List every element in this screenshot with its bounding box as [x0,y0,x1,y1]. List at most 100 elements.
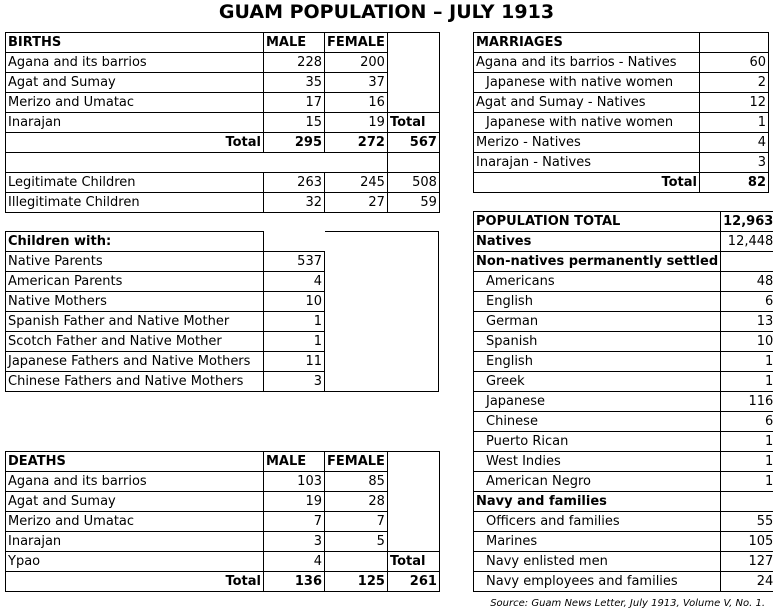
nonnatives-header: Non-natives permanently settled [472,251,722,272]
table-row: Inarajan - Natives 3 [473,152,769,173]
births-total-label: Total [5,132,264,153]
births-row-female: 200 [324,52,388,73]
births-total-male: 295 [263,132,325,153]
navy-header-row: Navy and families [472,491,773,512]
nonnatives-row-value: 48 [720,271,773,292]
children-row-value: 10 [263,291,325,312]
children-row-value: 11 [263,351,325,372]
table-row: Agat and Sumay 19 28 [5,491,440,512]
marriages-row-label: Merizo - Natives [473,132,700,153]
legit-row-male: 263 [263,172,325,193]
spacer-row [5,152,440,173]
births-total-row: Total 295 272 567 [5,132,440,153]
children-row-label: American Parents [5,271,264,292]
table-row: Inarajan 3 5 [5,531,440,552]
births-row-label: Merizo and Umatac [5,92,264,113]
births-row-female: 37 [324,72,388,93]
table-row: Officers and families 55 [472,511,773,532]
legit-row-male: 32 [263,192,325,213]
deaths-row-male: 19 [263,491,325,512]
legit-row-total: 508 [386,172,440,193]
deaths-row-male: 7 [263,511,325,532]
navy-row-value: 24 [720,571,773,592]
children-header: Children with: [5,231,264,252]
marriages-row-label: Japanese with native women [473,112,700,133]
table-row: Puerto Rican 1 [472,431,773,452]
table-row: English 1 [472,351,773,372]
table-row: Native Mothers 10 [5,291,439,312]
deaths-row-female: 28 [324,491,388,512]
marriages-row-label: Agana and its barrios - Natives [473,52,700,73]
births-total-all: 567 [386,132,440,153]
deaths-total-all: 261 [386,571,440,592]
table-row: Navy enlisted men 127 [472,551,773,572]
births-row-male: 228 [263,52,325,73]
deaths-total-male: 136 [263,571,325,592]
deaths-row-female: 85 [324,471,388,492]
table-row: Spanish 10 [472,331,773,352]
nonnatives-row-value: 1 [720,471,773,492]
navy-row-label: Navy employees and families [472,571,722,592]
marriages-row-label: Agat and Sumay - Natives [473,92,700,113]
table-row: Agana and its barrios - Natives 60 [473,52,769,73]
children-row-value: 4 [263,271,325,292]
table-row: American Parents 4 [5,271,439,292]
births-row-male: 35 [263,72,325,93]
navy-header: Navy and families [472,491,722,512]
table-row: American Negro 1 [472,471,773,492]
source-note: Source: Guam News Letter, July 1913, Vol… [490,598,765,609]
deaths-header: DEATHS [5,451,264,472]
table-row: Japanese 116 [472,391,773,412]
deaths-row-male: 3 [263,531,325,552]
children-row-label: Scotch Father and Native Mother [5,331,264,352]
table-row: Chinese Fathers and Native Mothers 3 [5,371,439,392]
births-male-header: MALE [263,32,325,53]
nonnatives-row-value: 1 [720,351,773,372]
deaths-row-female [324,551,388,572]
deaths-row-label: Inarajan [5,531,264,552]
marriages-row-value: 2 [699,72,769,93]
deaths-female-header: FEMALE [324,451,388,472]
nonnatives-row-label: German [472,311,722,332]
children-row-label: Chinese Fathers and Native Mothers [5,371,264,392]
children-row-value: 1 [263,311,325,332]
natives-row: Natives 12,448 [472,231,773,252]
navy-row-label: Officers and families [472,511,722,532]
table-row: Agana and its barrios 103 85 [5,471,440,492]
nonnatives-row-value: 6 [720,411,773,432]
nonnatives-row-value: 10 [720,331,773,352]
deaths-total-female: 125 [324,571,388,592]
children-row-value: 3 [263,371,325,392]
table-row: German 13 [472,311,773,332]
births-header: BIRTHS [5,32,264,53]
marriages-total-value: 82 [699,172,769,193]
nonnatives-row-label: Japanese [472,391,722,412]
births-female-header: FEMALE [324,32,388,53]
table-row: Scotch Father and Native Mother 1 [5,331,439,352]
marriages-row-value: 3 [699,152,769,173]
births-row-female: 16 [324,92,388,113]
table-row: Native Parents 537 [5,251,439,272]
table-row: Agat and Sumay 35 37 [5,72,440,93]
legit-row-label: Legitimate Children [5,172,264,193]
nonnatives-row-label: English [472,351,722,372]
deaths-header-row: DEATHS MALE FEMALE [5,451,440,472]
births-row-male: 15 [263,112,325,133]
nonnatives-row-label: English [472,291,722,312]
children-row-label: Native Parents [5,251,264,272]
deaths-table: DEATHS MALE FEMALE Agana and its barrios… [5,451,440,592]
table-row: Chinese 6 [472,411,773,432]
deaths-row-male: 4 [263,551,325,572]
navy-row-value: 105 [720,531,773,552]
table-row: Inarajan 15 19 Total [5,112,440,133]
legit-row-label: Illegitimate Children [5,192,264,213]
table-row: Greek 1 [472,371,773,392]
children-row-value: 1 [263,331,325,352]
natives-label: Natives [472,231,722,252]
page-title: GUAM POPULATION – JULY 1913 [218,1,555,23]
marriages-row-label: Inarajan - Natives [473,152,700,173]
births-row-male: 17 [263,92,325,113]
table-row: Agat and Sumay - Natives 12 [473,92,769,113]
table-row: Japanese Fathers and Native Mothers 11 [5,351,439,372]
nonnatives-header-row: Non-natives permanently settled [472,251,773,272]
